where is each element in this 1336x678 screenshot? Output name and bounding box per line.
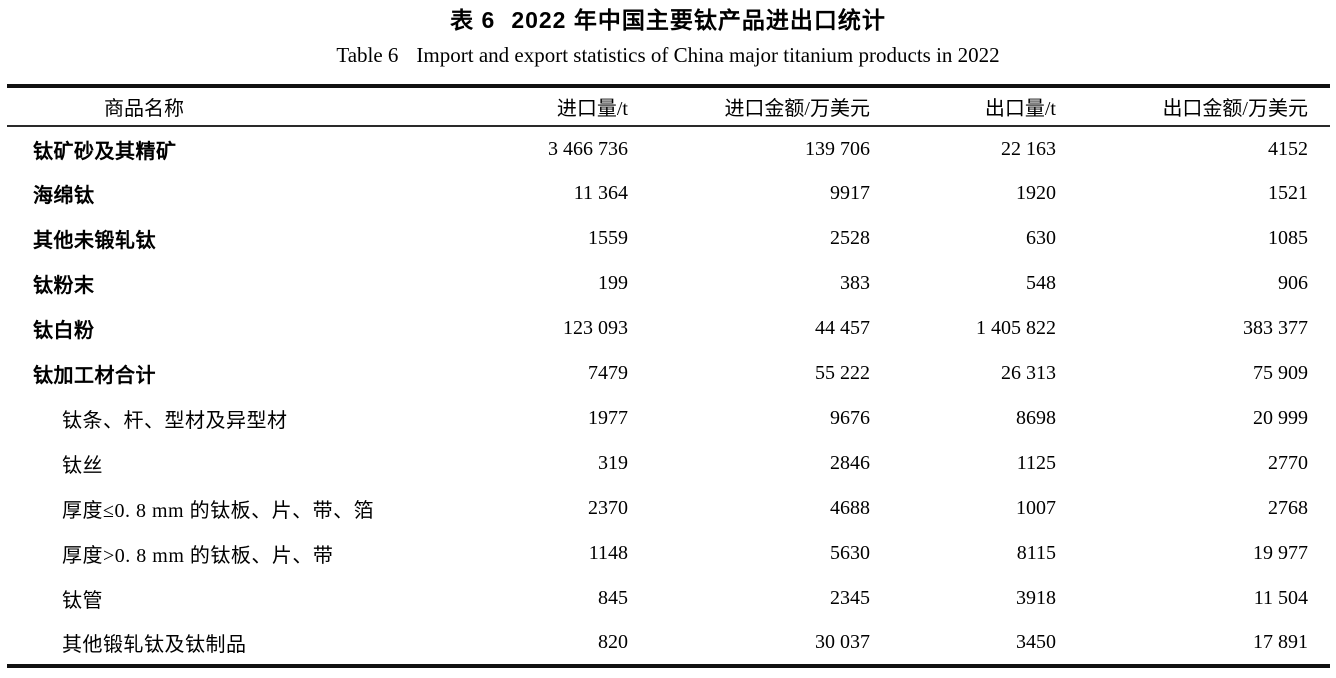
import-qty-cell: 319	[598, 452, 628, 474]
product-name-cell: 钛丝	[62, 455, 103, 477]
export-qty-cell: 1007	[1016, 497, 1056, 519]
export-qty-cell: 22 163	[1001, 137, 1056, 160]
table-row: 钛条、杆、型材及异型材 1977 9676 8698 20 999	[7, 396, 1330, 441]
table-row: 钛加工材合计 7479 55 222 26 313 75 909	[7, 351, 1330, 396]
product-name-cell: 厚度>0. 8 mm 的钛板、片、带	[62, 545, 334, 567]
import-qty-cell: 7479	[588, 362, 628, 384]
table-title-cn-text: 2022 年中国主要钛产品进出口统计	[511, 7, 886, 33]
table-row: 钛白粉 123 093 44 457 1 405 822 383 377	[7, 306, 1330, 351]
export-qty-cell: 1 405 822	[976, 317, 1056, 339]
import-value-cell: 44 457	[815, 317, 870, 339]
col-header-import-qty: 进口量/t	[556, 98, 628, 120]
table-title-cn-prefix: 表 6	[450, 7, 496, 33]
export-value-cell: 1085	[1268, 227, 1308, 249]
import-export-table: 商品名称 进口量/t 进口金额/万美元 出口量/t 出口金额/万美元 钛矿砂及其…	[7, 84, 1330, 668]
table-row: 钛丝 319 2846 1125 2770	[7, 441, 1330, 486]
import-qty-cell: 123 093	[563, 317, 628, 339]
export-qty-cell: 8115	[1016, 542, 1056, 564]
export-qty-cell: 3918	[1016, 587, 1056, 609]
table-row: 钛粉末 199 383 548 906	[7, 261, 1330, 306]
table-title-en: Table 6 Import and export statistics of C…	[0, 42, 1336, 68]
import-value-cell: 30 037	[815, 631, 870, 653]
table-row: 钛矿砂及其精矿 3 466 736 139 706 22 163 4152	[7, 126, 1330, 171]
product-name-cell: 厚度≤0. 8 mm 的钛板、片、带、箔	[62, 500, 375, 522]
product-name-cell: 海绵钛	[33, 185, 95, 207]
table-row: 厚度≤0. 8 mm 的钛板、片、带、箔 2370 4688 1007 2768	[7, 486, 1330, 531]
product-name-cell: 其他未锻轧钛	[33, 230, 156, 252]
export-qty-cell: 1125	[1016, 452, 1056, 474]
col-header-import-value: 进口金额/万美元	[724, 98, 870, 120]
table-row: 厚度>0. 8 mm 的钛板、片、带 1148 5630 8115 19 977	[7, 531, 1330, 576]
export-value-cell: 19 977	[1253, 542, 1308, 564]
export-value-cell: 20 999	[1253, 407, 1308, 429]
import-value-cell: 55 222	[815, 362, 870, 384]
export-value-cell: 17 891	[1253, 631, 1308, 653]
col-header-export-value: 出口金额/万美元	[1162, 98, 1308, 120]
product-name-cell: 钛矿砂及其精矿	[33, 140, 177, 163]
header-row: 商品名称 进口量/t 进口金额/万美元 出口量/t 出口金额/万美元	[7, 86, 1330, 126]
table-title-en-prefix: Table 6	[336, 43, 399, 67]
export-qty-cell: 8698	[1016, 407, 1056, 429]
export-value-cell: 2770	[1268, 452, 1308, 474]
import-value-cell: 5630	[830, 542, 870, 564]
import-value-cell: 4688	[830, 497, 870, 519]
export-value-cell: 2768	[1268, 497, 1308, 519]
table-title-cn: 表 6 2022 年中国主要钛产品进出口统计	[0, 0, 1336, 34]
export-value-cell: 75 909	[1253, 362, 1308, 384]
table-row: 其他未锻轧钛 1559 2528 630 1085	[7, 216, 1330, 261]
export-value-cell: 4152	[1268, 137, 1308, 160]
table-row: 其他锻轧钛及钛制品 820 30 037 3450 17 891	[7, 621, 1330, 666]
table-row: 海绵钛 11 364 9917 1920 1521	[7, 171, 1330, 216]
import-value-cell: 9676	[830, 407, 870, 429]
import-qty-cell: 199	[598, 272, 628, 294]
export-qty-cell: 1920	[1016, 182, 1056, 204]
export-value-cell: 11 504	[1253, 587, 1308, 609]
import-qty-cell: 1559	[588, 227, 628, 249]
import-qty-cell: 820	[598, 631, 628, 653]
product-name-cell: 钛管	[62, 590, 103, 612]
import-qty-cell: 1148	[588, 542, 628, 564]
col-header-product-name: 商品名称	[104, 98, 184, 120]
product-name-cell: 钛加工材合计	[33, 365, 156, 387]
import-value-cell: 139 706	[805, 137, 870, 160]
import-value-cell: 2345	[830, 587, 870, 609]
export-value-cell: 383 377	[1243, 317, 1308, 339]
export-value-cell: 1521	[1268, 182, 1308, 204]
import-value-cell: 383	[840, 272, 870, 294]
export-qty-cell: 26 313	[1001, 362, 1056, 384]
import-value-cell: 2846	[830, 452, 870, 474]
product-name-cell: 其他锻轧钛及钛制品	[62, 634, 247, 656]
import-qty-cell: 11 364	[573, 182, 628, 204]
import-qty-cell: 2370	[588, 497, 628, 519]
product-name-cell: 钛条、杆、型材及异型材	[62, 410, 288, 432]
import-qty-cell: 1977	[588, 407, 628, 429]
import-value-cell: 2528	[830, 227, 870, 249]
table-row: 钛管 845 2345 3918 11 504	[7, 576, 1330, 621]
export-qty-cell: 630	[1026, 227, 1056, 249]
import-value-cell: 9917	[830, 182, 870, 204]
export-qty-cell: 548	[1026, 272, 1056, 294]
product-name-cell: 钛粉末	[33, 275, 95, 297]
export-qty-cell: 3450	[1016, 631, 1056, 653]
import-qty-cell: 3 466 736	[548, 137, 628, 160]
col-header-export-qty: 出口量/t	[984, 98, 1056, 120]
product-name-cell: 钛白粉	[33, 320, 95, 342]
import-qty-cell: 845	[598, 587, 628, 609]
export-value-cell: 906	[1278, 272, 1308, 294]
table-title-en-text: Import and export statistics of China ma…	[416, 43, 1000, 67]
